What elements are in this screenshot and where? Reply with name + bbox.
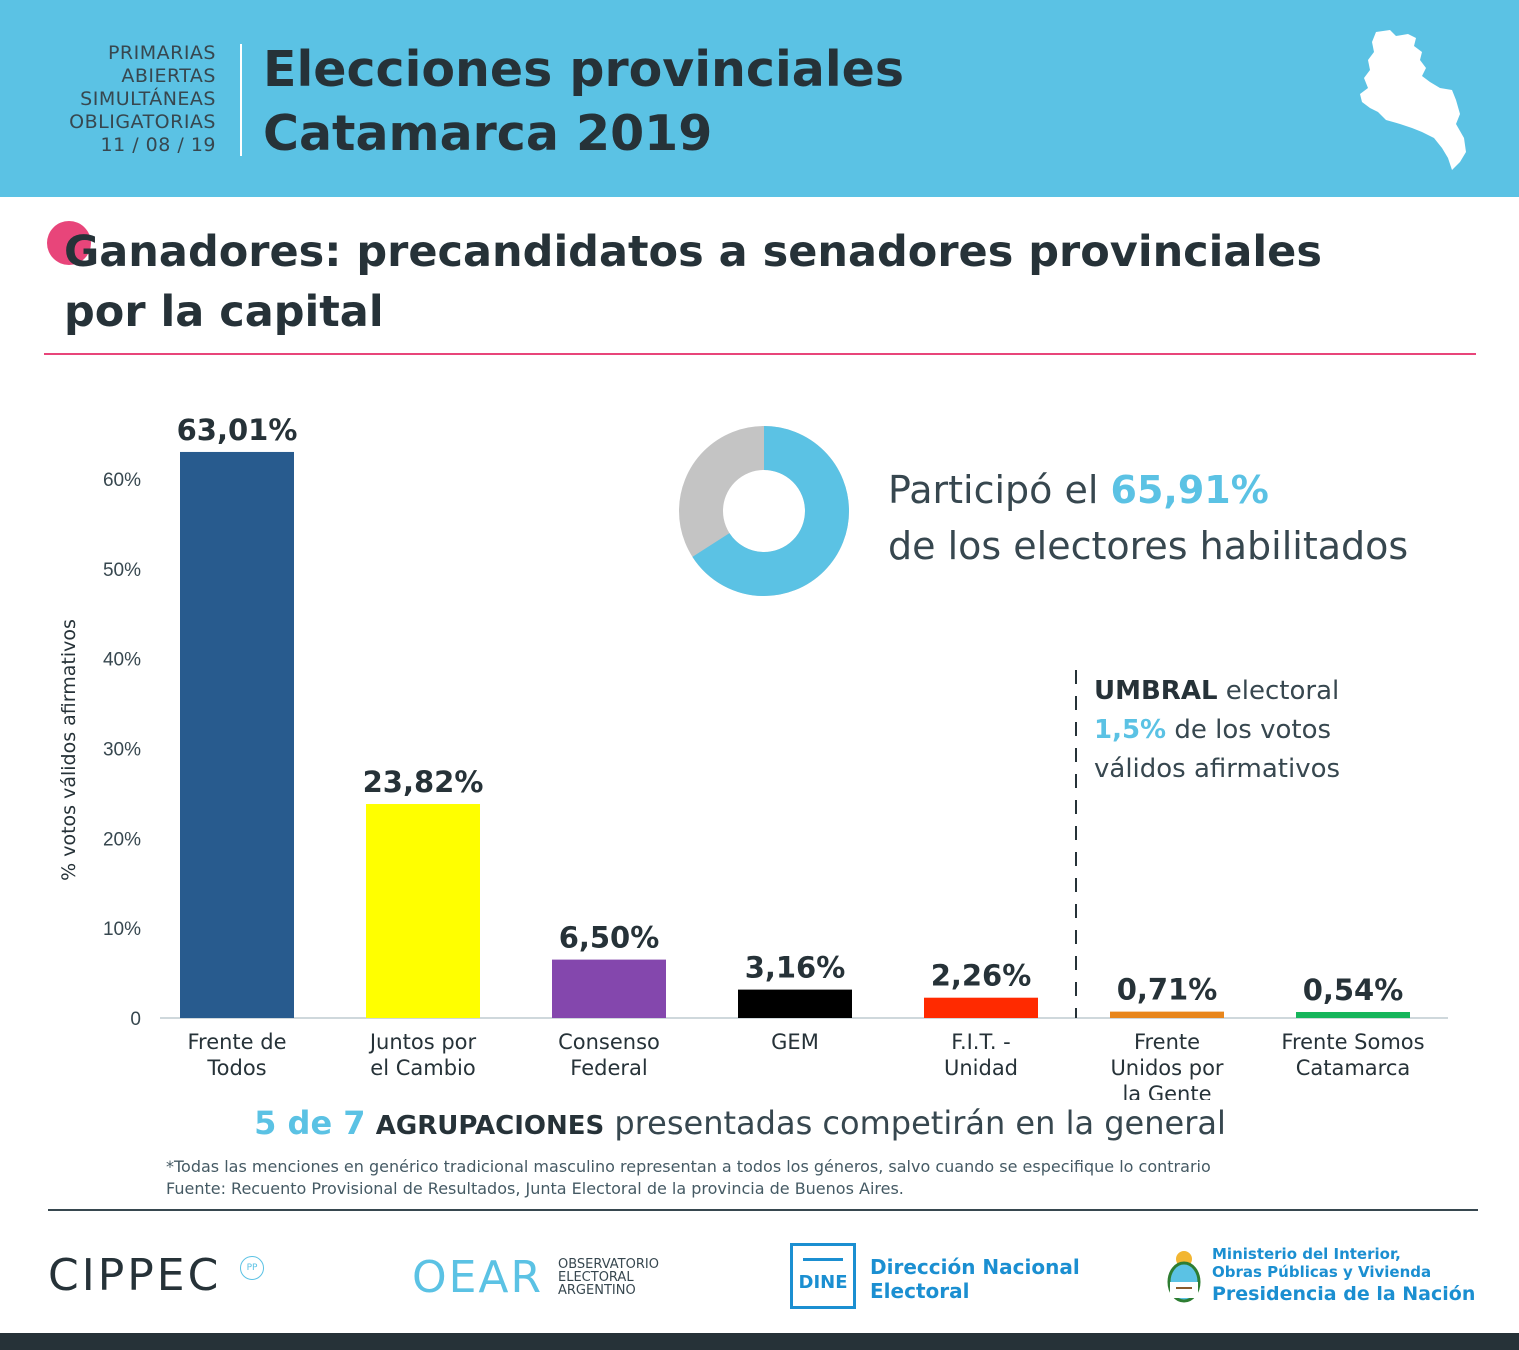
- paso-line: PRIMARIAS: [107, 42, 216, 64]
- oear-subtitle: OBSERVATORIO ELECTORAL ARGENTINO: [558, 1258, 659, 1297]
- national-shield-icon: [1167, 1251, 1201, 1303]
- ministry-line2: Obras Públicas y Vivienda: [1212, 1263, 1432, 1281]
- threshold-value: 1,5%: [1094, 715, 1167, 745]
- participation-donut: [679, 426, 849, 596]
- bar: [924, 997, 1038, 1018]
- bar-value-label: 6,50%: [559, 921, 660, 955]
- threshold-rest: de los votos: [1166, 715, 1332, 745]
- summary-rest: presentadas competirán en la general: [614, 1104, 1226, 1142]
- x-category-label: GEM: [771, 1030, 819, 1054]
- paso-line: SIMULTÁNEAS: [80, 88, 216, 110]
- bar-value-label: 63,01%: [177, 413, 298, 447]
- oear-logo: OEAR: [412, 1252, 544, 1303]
- bar-value-label: 3,16%: [745, 951, 846, 985]
- summary-count: 5 de 7: [254, 1104, 366, 1142]
- footnote-gender: *Todas las menciones en genérico tradici…: [166, 1157, 1211, 1176]
- cippec-logo: CIPPEC: [48, 1250, 222, 1301]
- dine-name-line2: Electoral: [870, 1279, 970, 1303]
- bar-value-label: 23,82%: [363, 765, 484, 799]
- header-banner: PRIMARIAS ABIERTAS SIMULTÁNEAS OBLIGATOR…: [0, 0, 1519, 197]
- x-category-label: Frente de: [187, 1030, 286, 1054]
- dine-name-line1: Dirección Nacional: [870, 1255, 1080, 1279]
- footer-divider: [48, 1209, 1478, 1211]
- participation-text: Participó el 65,91% de los electores hab…: [888, 462, 1408, 574]
- y-tick-label: 20%: [103, 829, 141, 850]
- page-title-line1: Elecciones provinciales: [263, 41, 905, 98]
- bar: [1296, 1012, 1410, 1018]
- donut-participation-arc: [679, 426, 849, 596]
- bar: [552, 959, 666, 1018]
- x-category-label: el Cambio: [370, 1056, 475, 1080]
- x-category-label: Unidos por: [1110, 1056, 1223, 1080]
- paso-label: PRIMARIAS ABIERTAS SIMULTÁNEAS OBLIGATOR…: [20, 42, 216, 157]
- ministry-line1: Ministerio del Interior,: [1212, 1245, 1401, 1263]
- footnote-source: Fuente: Recuento Provisional de Resultad…: [166, 1179, 904, 1198]
- section-bullet: [47, 221, 91, 265]
- threshold-line3: válidos afirmativos: [1094, 754, 1341, 784]
- threshold-word2: electoral: [1217, 676, 1340, 706]
- x-category-label: Catamarca: [1296, 1056, 1411, 1080]
- dine-logo-text: DINE: [798, 1272, 848, 1293]
- participation-prefix: Participó el: [888, 468, 1099, 512]
- footnotes: *Todas las menciones en genérico tradici…: [166, 1156, 1211, 1200]
- y-axis-label: % votos válidos afirmativos: [58, 619, 80, 881]
- dine-name: Dirección Nacional Electoral: [870, 1255, 1080, 1303]
- x-category-label: Todos: [206, 1056, 266, 1080]
- bar: [1110, 1011, 1224, 1018]
- y-tick-label: 40%: [103, 650, 141, 671]
- x-category-label: F.I.T. -: [951, 1030, 1011, 1054]
- y-tick-label: 30%: [103, 740, 141, 761]
- y-tick-label: 50%: [103, 560, 141, 581]
- dine-logo-bar: [803, 1258, 843, 1261]
- y-tick-label: 60%: [103, 470, 141, 491]
- title-divider: [44, 353, 1476, 355]
- section-title: Ganadores: precandidatos a senadores pro…: [64, 222, 1464, 342]
- x-category-label: Frente: [1134, 1030, 1200, 1054]
- x-category-label: Consenso: [558, 1030, 660, 1054]
- x-category-label: Frente Somos: [1281, 1030, 1424, 1054]
- bar-value-label: 0,71%: [1117, 973, 1218, 1007]
- bar-value-label: 2,26%: [931, 959, 1032, 993]
- ministry-name: Ministerio del Interior, Obras Públicas …: [1212, 1245, 1475, 1307]
- dine-logo: DINE: [790, 1243, 856, 1309]
- y-tick-label: 0: [130, 1009, 141, 1030]
- threshold-word: UMBRAL: [1094, 676, 1218, 706]
- summary-line: 5 de 7 AGRUPACIONES presentadas competir…: [0, 1100, 1480, 1149]
- paso-line: OBLIGATORIAS: [69, 111, 216, 133]
- x-category-label: Unidad: [944, 1056, 1018, 1080]
- x-category-label: Federal: [570, 1056, 647, 1080]
- y-tick-label: 10%: [103, 919, 141, 940]
- presidency-name: Presidencia de la Nación: [1212, 1283, 1476, 1305]
- bar: [366, 804, 480, 1018]
- bar-value-label: 0,54%: [1303, 973, 1404, 1007]
- paso-date: 11 / 08 / 19: [100, 134, 216, 156]
- catamarca-map-icon: [1360, 30, 1466, 170]
- cippec-badge-icon: PP: [240, 1256, 264, 1280]
- oear-sub-line: OBSERVATORIO: [558, 1257, 659, 1272]
- page-title-line2: Catamarca 2019: [263, 105, 713, 162]
- section-title-line1: Ganadores: precandidatos a senadores pro…: [64, 227, 1322, 277]
- x-category-label: la Gente: [1122, 1082, 1211, 1100]
- header-divider: [240, 44, 242, 156]
- participation-line2: de los electores habilitados: [888, 524, 1409, 568]
- participation-value: 65,91%: [1110, 468, 1269, 512]
- paso-line: ABIERTAS: [121, 65, 216, 87]
- bar-chart: % votos válidos afirmativos 0 10% 20% 30% 40%…: [58, 413, 1448, 1100]
- threshold-text: UMBRAL electoral 1,5% de los votos válid…: [1094, 672, 1340, 789]
- footer-bar: [0, 1333, 1519, 1350]
- page-title: Elecciones provinciales Catamarca 2019: [263, 38, 904, 166]
- summary-group: AGRUPACIONES: [375, 1111, 605, 1141]
- bar: [180, 451, 294, 1018]
- bar: [738, 989, 852, 1018]
- x-category-label: Juntos por: [368, 1030, 477, 1054]
- oear-sub-line: ELECTORAL: [558, 1270, 634, 1285]
- oear-sub-line: ARGENTINO: [558, 1283, 636, 1298]
- section-title-line2: por la capital: [64, 287, 384, 337]
